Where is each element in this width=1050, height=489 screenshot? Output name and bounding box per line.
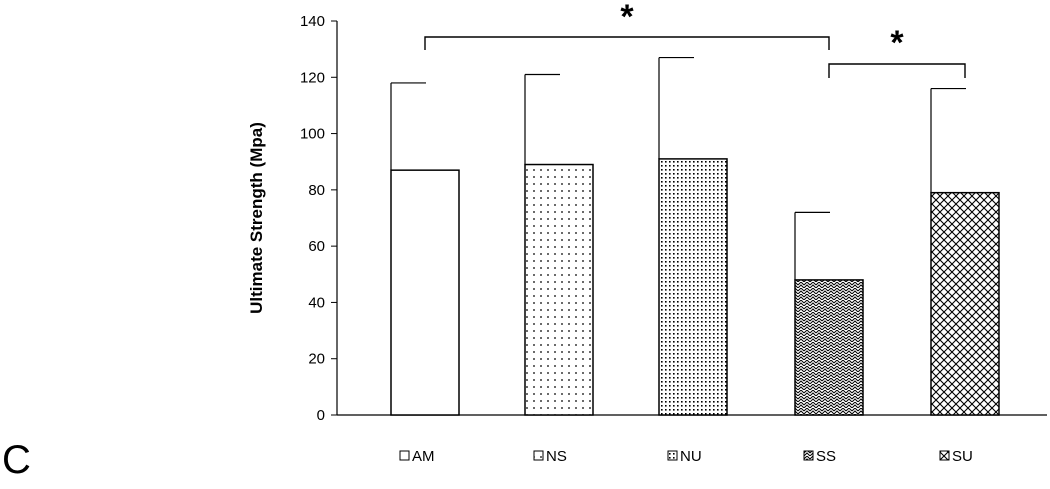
bar-su bbox=[930, 191, 1000, 416]
legend-label-ns: NS bbox=[546, 448, 567, 465]
y-tick-label: 40 bbox=[308, 294, 325, 311]
legend-label-nu: NU bbox=[680, 448, 702, 465]
significance-star: * bbox=[620, 0, 634, 36]
panel-label: C bbox=[2, 438, 31, 482]
y-axis-title: Ultimate Strength (Mpa) bbox=[247, 122, 266, 314]
bar-am bbox=[390, 169, 460, 416]
significance-brackets: ** bbox=[424, 0, 966, 78]
error-bars bbox=[390, 56, 966, 280]
bars bbox=[390, 158, 1000, 416]
y-tick-label: 0 bbox=[317, 407, 325, 424]
legend: AM NS NU SS SU bbox=[399, 448, 973, 465]
bar-nu bbox=[658, 158, 728, 416]
y-tick-label: 100 bbox=[300, 126, 325, 143]
bar-ns bbox=[524, 163, 594, 416]
legend-swatch-ss bbox=[803, 450, 814, 461]
legend-label-ss: SS bbox=[816, 448, 836, 465]
legend-swatch-su bbox=[939, 450, 950, 461]
legend-swatch-ns bbox=[533, 450, 544, 461]
significance-bracket bbox=[424, 36, 830, 50]
y-tick-label: 140 bbox=[300, 13, 325, 30]
legend-swatch-nu bbox=[667, 450, 678, 461]
y-tick-label: 80 bbox=[308, 182, 325, 199]
legend-label-su: SU bbox=[952, 448, 973, 465]
y-tick-label: 20 bbox=[308, 351, 325, 368]
bar-ss bbox=[794, 279, 864, 416]
y-tick-label: 120 bbox=[300, 69, 325, 86]
significance-bracket bbox=[828, 63, 966, 78]
legend-label-am: AM bbox=[412, 448, 435, 465]
y-tick-label: 60 bbox=[308, 238, 325, 255]
significance-star: * bbox=[890, 24, 904, 62]
legend-swatch-am bbox=[399, 450, 410, 461]
